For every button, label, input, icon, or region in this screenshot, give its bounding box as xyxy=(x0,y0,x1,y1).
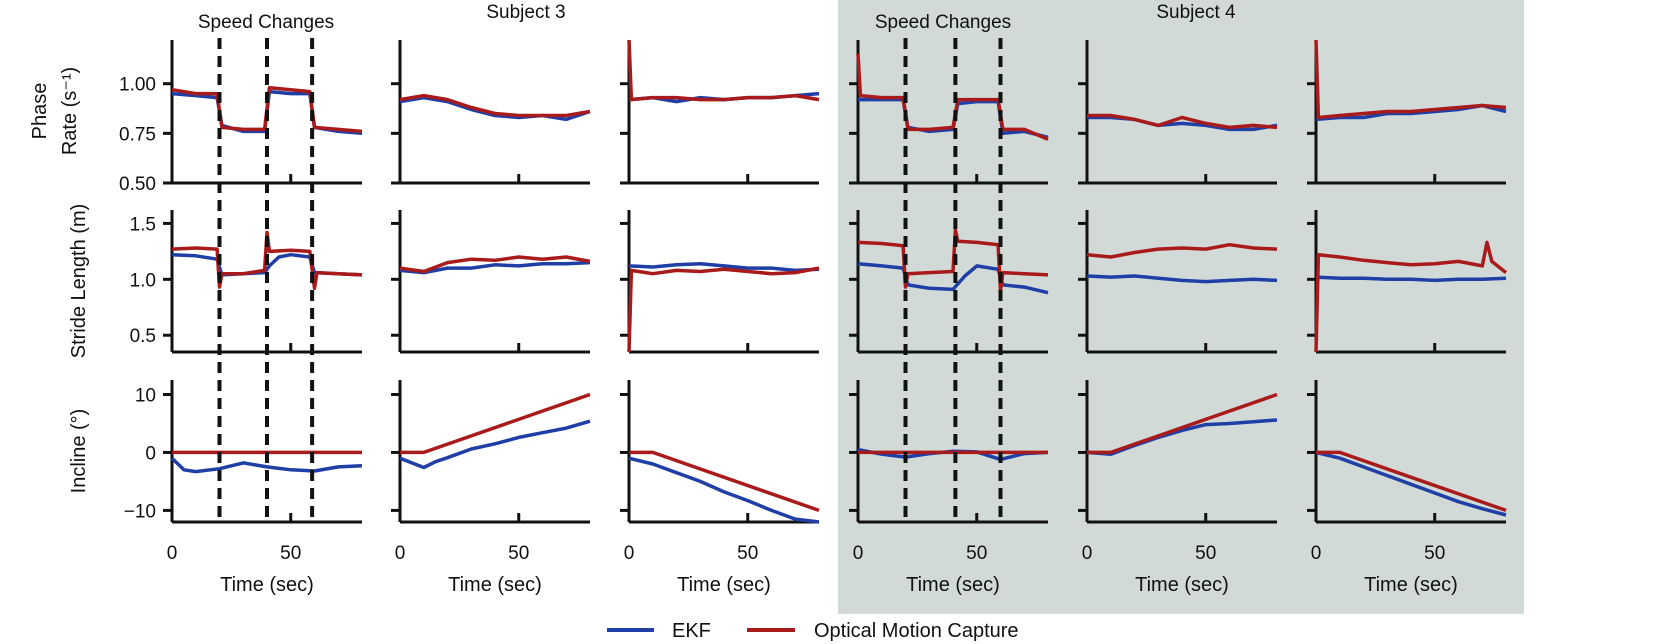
legend-label-mocap: Optical Motion Capture xyxy=(814,620,1019,642)
panel-r2-c3 xyxy=(620,210,820,354)
x-tick-label: 0 xyxy=(1311,543,1322,564)
mocap-series-line xyxy=(629,450,820,513)
mocap-series-line xyxy=(856,53,1049,141)
mocap-series-line xyxy=(1087,392,1278,455)
panel-r3-c6: 0 50 Time (sec) xyxy=(1307,380,1507,596)
x-tick-label: 50 xyxy=(737,543,758,564)
mocap-series-line xyxy=(627,266,820,353)
panel-r3-c3: 0 50 Time (sec) xyxy=(620,380,820,596)
x-tick-label: 0 xyxy=(853,543,864,564)
x-tick-label: 50 xyxy=(966,543,987,564)
x-axis-label: Time (sec) xyxy=(1135,574,1229,596)
x-tick-label: 50 xyxy=(280,543,301,564)
y-tick-label: 0.75 xyxy=(119,124,156,145)
x-axis-label: Time (sec) xyxy=(906,574,1000,596)
panel-r2-c1: 0.5 1.0 1.5 xyxy=(130,210,363,354)
mocap-series-line xyxy=(1314,39,1507,120)
ekf-series-line xyxy=(170,456,363,474)
mocap-series-line xyxy=(399,93,591,118)
y-tick-label: 0 xyxy=(145,443,156,464)
panel-r2-c5 xyxy=(1078,210,1278,354)
panel-r3-c2: 0 50 Time (sec) xyxy=(391,380,591,596)
x-axis-label: Time (sec) xyxy=(1364,574,1458,596)
legend-label-ekf: EKF xyxy=(672,620,711,642)
panel-r1-c3 xyxy=(620,39,820,185)
panel-r3-c1: −10 0 10 0 50 Time (sec) xyxy=(124,380,363,596)
mocap-series-line xyxy=(1314,240,1508,353)
ekf-series-line xyxy=(1315,450,1507,517)
y-tick-label: 1.0 xyxy=(130,270,156,291)
subject-4-shaded-background xyxy=(838,0,1524,614)
panel-r2-c2 xyxy=(391,210,591,354)
x-tick-label: 0 xyxy=(395,543,406,564)
y-tick-label: 0.5 xyxy=(130,326,156,347)
x-axis-label: Time (sec) xyxy=(677,574,771,596)
mocap-series-line xyxy=(171,85,363,134)
row-label-2: Stride Length (m) xyxy=(68,204,90,359)
mocap-series-line xyxy=(627,39,820,102)
group-title-subject-4: Subject 4 xyxy=(1156,2,1236,23)
x-tick-label: 0 xyxy=(1082,543,1093,564)
y-tick-label: 0.50 xyxy=(119,174,156,195)
panel-r1-c6 xyxy=(1307,39,1507,185)
ekf-series-line xyxy=(628,456,820,524)
ekf-series-line xyxy=(1315,275,1507,283)
mocap-series-line xyxy=(399,255,591,274)
x-tick-label: 0 xyxy=(167,543,178,564)
y-tick-label: 1.5 xyxy=(130,214,156,235)
ekf-series-line xyxy=(399,260,591,275)
panel-r1-c4 xyxy=(849,40,1049,185)
panel-r3-c5: 0 50 Time (sec) xyxy=(1078,380,1278,596)
ekf-series-line xyxy=(399,95,591,122)
y-tick-label: 1.00 xyxy=(119,75,156,96)
row-label-1: Phase Rate (s⁻¹) xyxy=(29,67,81,155)
row-labels: Phase Rate (s⁻¹) Stride Length (m) Incline … xyxy=(29,67,90,494)
legend: EKF Optical Motion Capture xyxy=(607,620,1019,642)
mocap-series-line xyxy=(400,392,591,455)
x-tick-label: 50 xyxy=(508,543,529,564)
ekf-series-line xyxy=(1086,274,1278,284)
ekf-series-line xyxy=(628,261,820,273)
panel-r1-c2 xyxy=(391,40,591,185)
x-axis-label: Time (sec) xyxy=(220,574,314,596)
column-title-speed-changes-subject-4: Speed Changes xyxy=(875,12,1011,33)
x-tick-label: 50 xyxy=(1424,543,1445,564)
panel-r3-c4: 0 50 Time (sec) xyxy=(849,380,1049,596)
mocap-series-line xyxy=(1316,450,1507,513)
x-tick-label: 0 xyxy=(624,543,635,564)
ekf-series-line xyxy=(857,261,1049,295)
y-tick-label: 10 xyxy=(135,385,156,406)
x-axis-label: Time (sec) xyxy=(448,574,542,596)
panel-r2-c6 xyxy=(1307,210,1508,354)
column-title-speed-changes-subject-3: Speed Changes xyxy=(198,12,334,33)
group-title-subject-3: Subject 3 xyxy=(486,2,565,23)
panel-r1-c5 xyxy=(1078,40,1278,185)
x-tick-label: 50 xyxy=(1195,543,1216,564)
mocap-series-line xyxy=(1086,242,1278,259)
y-tick-label: −10 xyxy=(124,501,156,522)
panel-r1-c1: 0.50 0.75 1.00 xyxy=(119,40,363,195)
row-label-3: Incline (°) xyxy=(68,409,90,494)
plot-grid: 0.50 0.75 1.00 0.5 1.0 1.5 −10 0 10 0 50 Time (sec)… xyxy=(119,38,1508,596)
ekf-series-line xyxy=(399,419,591,470)
mocap-series-line xyxy=(1087,113,1278,130)
